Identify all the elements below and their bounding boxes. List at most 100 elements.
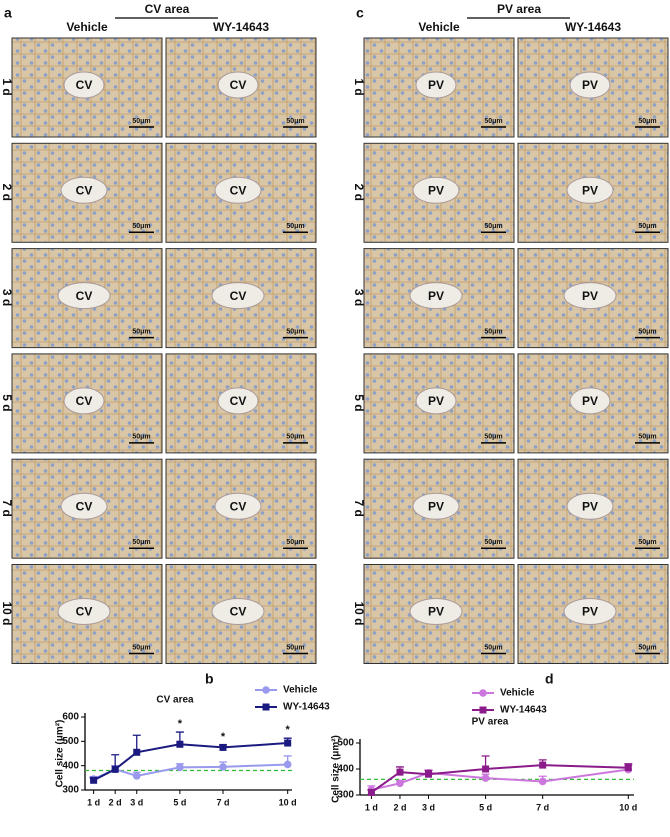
row-label: 1 d [352, 78, 366, 95]
vessel [217, 71, 259, 99]
data-point [176, 763, 184, 772]
data-point [133, 748, 141, 756]
vessel [415, 387, 457, 415]
vessel-label: PV [582, 605, 598, 619]
data-point [539, 761, 547, 769]
vessel-label: CV [230, 78, 247, 92]
y-tick-label: 400 [62, 760, 79, 771]
scale-label: 50μm [132, 328, 150, 335]
column-label: WY-14643 [565, 20, 621, 34]
vessel-label: PV [428, 78, 444, 92]
x-tick-label: 3 d [422, 802, 435, 812]
scale-label: 50μm [286, 539, 304, 546]
vessel [415, 71, 457, 99]
column-label: Vehicle [66, 20, 108, 34]
y-tick-label: 400 [337, 764, 354, 775]
vessel-label: CV [230, 183, 247, 197]
vessel [211, 598, 265, 625]
scale-label: 50μm [638, 539, 656, 546]
vessel [63, 387, 105, 415]
series-line [371, 768, 629, 791]
vessel-label: PV [582, 289, 598, 303]
vessel-label: CV [230, 394, 247, 408]
x-tick-label: 3 d [130, 797, 143, 807]
vessel-label: CV [76, 394, 93, 408]
vessel-label: CV [230, 499, 247, 513]
x-tick-label: 2 d [393, 802, 406, 812]
vessel-label: CV [230, 605, 247, 619]
scale-label: 50μm [484, 118, 502, 125]
chart-letter: b [205, 671, 214, 687]
scale-label: 50μm [286, 328, 304, 335]
row-label: 2 d [0, 184, 14, 201]
scale-label: 50μm [132, 118, 150, 125]
row-label: 7 d [0, 500, 14, 517]
panel-title: PV area [497, 2, 541, 16]
data-point [396, 779, 404, 788]
x-tick-label: 1 d [365, 802, 378, 812]
vessel-label: PV [428, 289, 444, 303]
series-line [93, 763, 288, 780]
row-label: 5 d [0, 394, 14, 411]
row-label: 10 d [0, 601, 14, 625]
row-label: 7 d [352, 500, 366, 517]
vessel [563, 282, 617, 310]
vessel [57, 282, 111, 310]
y-tick-label: 500 [62, 736, 79, 747]
vessel [412, 492, 460, 520]
vessel [409, 598, 463, 625]
vessel-label: CV [76, 183, 93, 197]
data-point [624, 764, 632, 772]
row-label: 1 d [0, 78, 14, 95]
data-point [396, 768, 404, 776]
chart-letter: d [545, 671, 554, 687]
row-label: 5 d [352, 394, 366, 411]
vessel-label: CV [76, 499, 93, 513]
x-tick-label: 10 d [619, 802, 637, 812]
significance-mark: * [286, 724, 291, 736]
data-point [283, 760, 292, 769]
scale-label: 50μm [132, 434, 150, 441]
data-point [90, 776, 98, 784]
data-point [219, 763, 227, 771]
x-tick-label: 7 d [216, 797, 229, 807]
x-tick-label: 7 d [536, 802, 549, 812]
row-label: 3 d [0, 289, 14, 306]
row-label: 3 d [352, 289, 366, 306]
scale-label: 50μm [484, 539, 502, 546]
scale-label: 50μm [286, 118, 304, 125]
series-line [370, 764, 629, 794]
scale-label: 50μm [132, 644, 150, 651]
vessel-label: CV [76, 605, 93, 619]
scale-label: 50μm [484, 434, 502, 441]
legend-label: WY-14643 [500, 705, 547, 716]
vessel-label: PV [582, 394, 598, 408]
x-tick-label: 2 d [109, 797, 122, 807]
vessel-label: PV [428, 183, 444, 197]
y-tick-label: 600 [62, 712, 79, 723]
scale-label: 50μm [484, 644, 502, 651]
vessel [60, 492, 108, 520]
legend-marker [262, 703, 270, 711]
y-axis-label: Cell size (μm²) [55, 720, 66, 788]
data-point [481, 774, 490, 782]
scale-label: 50μm [132, 539, 150, 546]
scale-label: 50μm [484, 223, 502, 230]
scale-label: 50μm [132, 223, 150, 230]
series-line [93, 742, 288, 782]
panel-title: CV area [145, 2, 190, 16]
column-label: Vehicle [418, 20, 460, 34]
legend-marker [262, 686, 270, 694]
x-tick-label: 5 d [173, 797, 186, 807]
scale-label: 50μm [286, 644, 304, 651]
scale-label: 50μm [638, 644, 656, 651]
vessel [566, 176, 614, 204]
row-label: 10 d [352, 601, 366, 625]
data-point [176, 740, 184, 748]
legend-marker [479, 689, 487, 697]
vessel-label: PV [582, 499, 598, 513]
vessel [217, 387, 259, 415]
y-axis-label: Cell size (μm²) [331, 735, 342, 803]
vessel [214, 176, 262, 204]
vessel [63, 71, 105, 99]
